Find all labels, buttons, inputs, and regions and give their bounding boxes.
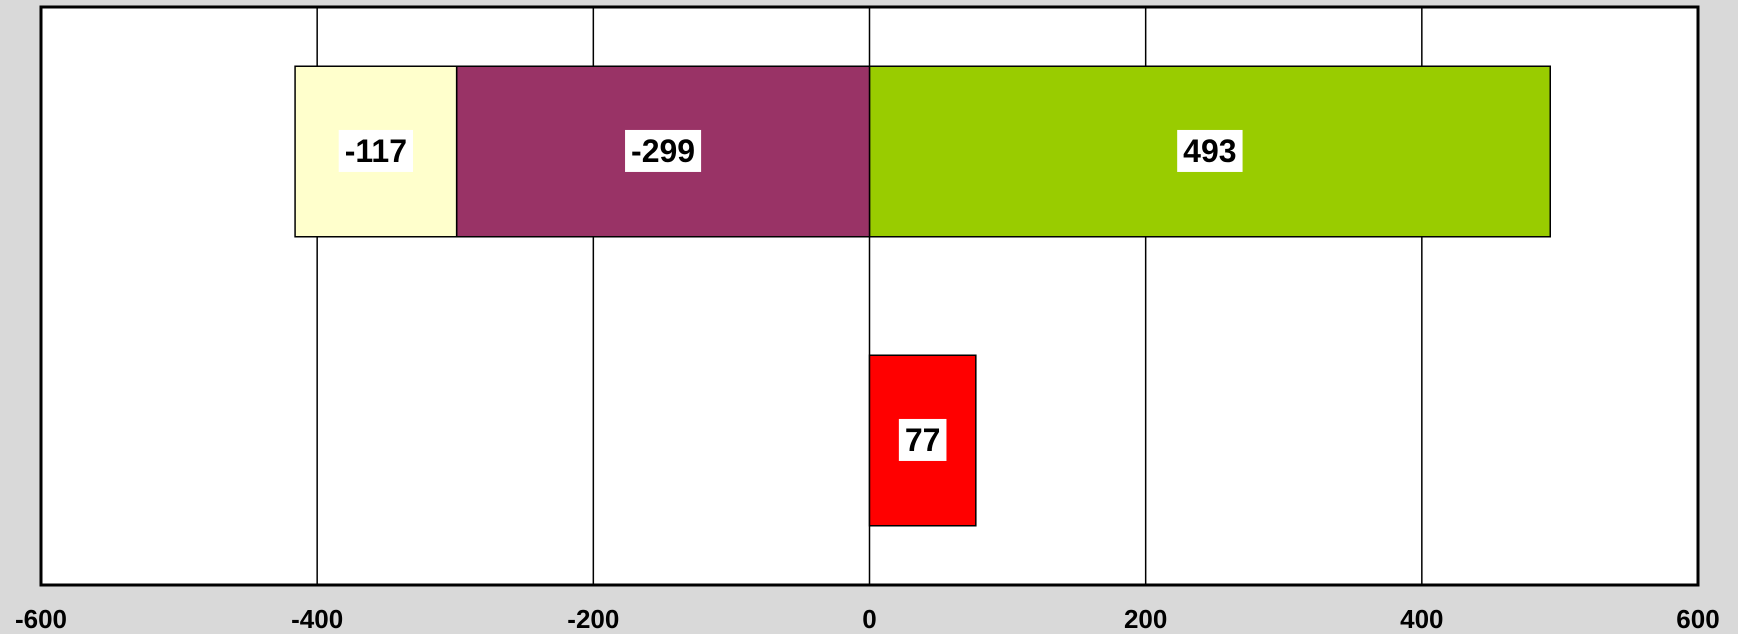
data-label-box [898, 418, 947, 461]
x-tick-label: 600 [1676, 604, 1719, 634]
x-tick-label: 0 [862, 604, 876, 634]
data-label: 77 [905, 422, 941, 458]
x-tick-label: -600 [15, 604, 67, 634]
data-label-box [338, 129, 413, 172]
data-label: -299 [631, 133, 695, 169]
x-tick-label: 400 [1400, 604, 1443, 634]
x-tick-label: -200 [567, 604, 619, 634]
plot-border [39, 5, 1700, 587]
data-label: -117 [345, 133, 407, 169]
x-tick-label: -400 [291, 604, 343, 634]
data-label-box [625, 129, 702, 172]
data-label: 493 [1183, 133, 1236, 169]
x-tick-label: 200 [1124, 604, 1167, 634]
data-label-box [1177, 129, 1243, 172]
